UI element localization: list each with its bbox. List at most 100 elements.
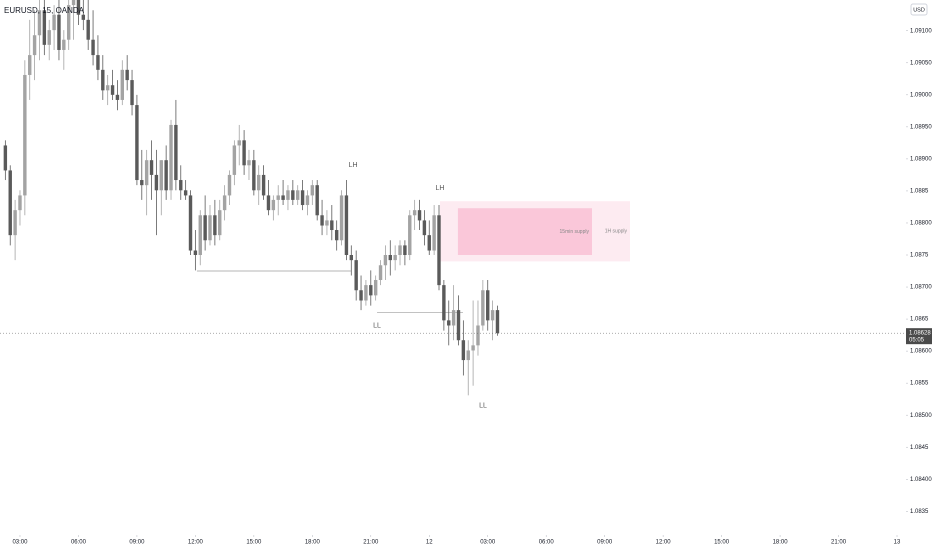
candle-body [169,124,173,191]
x-tick-label: 21:00 [831,540,847,546]
y-tick-label: 1.08400 [910,477,932,483]
candle-body [442,285,446,321]
candle-body [408,215,412,256]
candle-body [105,85,110,91]
y-tick-label: 1.08800 [910,221,932,227]
y-tick-label: 1.09050 [910,60,932,66]
candle-body [179,180,183,191]
candle-body [334,230,339,241]
annotation: LL [479,402,487,409]
last-price-tag [906,328,932,345]
candle-body [96,55,100,70]
candle-body [349,255,354,261]
supply-zone [457,208,592,256]
candle-body [3,145,8,171]
annotation: LH [349,162,358,169]
candle-body [28,55,32,75]
candle-body [432,215,436,251]
plot [0,0,908,537]
y-tick-label: 1.08950 [910,124,932,130]
candle-body [364,285,368,301]
candle-body [437,215,441,286]
candle-body [344,195,349,256]
candle-body [427,235,431,251]
candle-body [23,74,27,196]
candle-body [315,185,319,216]
candle-body [52,14,56,31]
candle-body [393,255,397,261]
candle-body [57,14,61,50]
candle-body [130,80,134,106]
candle-body [237,140,241,146]
x-tick-label: 18:00 [305,540,321,546]
candle-body [66,5,71,40]
candle-body [359,290,363,301]
currency-button[interactable] [910,3,928,16]
candle-body [101,69,105,91]
y-tick-label: 1.0885 [910,189,929,195]
y-tick-label: 1.0855 [910,381,929,387]
countdown-label: 05:05 [909,337,925,343]
candle-body [276,195,280,200]
x-tick-label: 15:00 [246,540,262,546]
candle-body [403,245,407,256]
candle-body [144,160,149,186]
candle-body [295,190,300,200]
candle-body [281,195,285,200]
candle-body [456,310,461,341]
y-tick-label: 1.0865 [910,317,929,323]
y-tick-label: 1.0845 [910,445,929,451]
candle-body [135,105,139,181]
candle-body [13,210,17,236]
candle-body [125,69,129,81]
candle-body [422,220,427,236]
x-tick-label: 12:00 [188,540,204,546]
candle-body [447,320,451,326]
y-tick-label: 1.08600 [910,349,932,355]
candle-body [310,185,315,196]
candle-body [388,255,392,261]
candle-body [320,215,324,226]
candle-body [188,195,193,251]
candle-body [247,160,251,166]
candle-body [471,345,475,351]
x-tick-label: 21:00 [363,540,379,546]
candle-body [18,195,22,211]
candle-body [398,245,402,256]
x-tick-label: 13 [894,540,901,546]
candle-body [291,190,295,200]
candle-body [495,310,500,334]
y-tick-label: 1.08500 [910,413,932,419]
candle-body [461,340,466,361]
candle-body [81,14,86,20]
annotation: LL [373,322,381,329]
candle-body [154,174,159,191]
candle-body [232,145,237,175]
candle-body [466,350,470,361]
x-tick-label: 12:00 [656,540,672,546]
y-tick-label: 1.08700 [910,285,932,291]
x-tick-label: 18:00 [773,540,789,546]
candle-body [8,170,12,236]
candle-body [140,180,144,186]
x-tick-label: 09:00 [597,540,613,546]
candle-body [354,260,358,291]
candle-body [490,310,495,321]
candle-body [183,190,188,196]
candle-body [174,124,178,181]
candle-body [451,310,456,326]
candle-body [213,215,217,236]
zone-label: 1H supply [605,229,628,235]
x-tick-label: 09:00 [129,540,145,546]
last-price-label: 1.08628 [909,330,931,336]
candle-body [257,174,261,191]
candle-body [412,210,417,216]
candle-body [383,255,388,266]
candle-body [115,94,120,100]
candle-body [242,140,246,166]
chart-title: EURUSD, 15, OANDA [4,6,85,15]
candle-body [208,215,212,241]
candle-body [417,210,422,221]
currency-label: USD [913,7,925,13]
